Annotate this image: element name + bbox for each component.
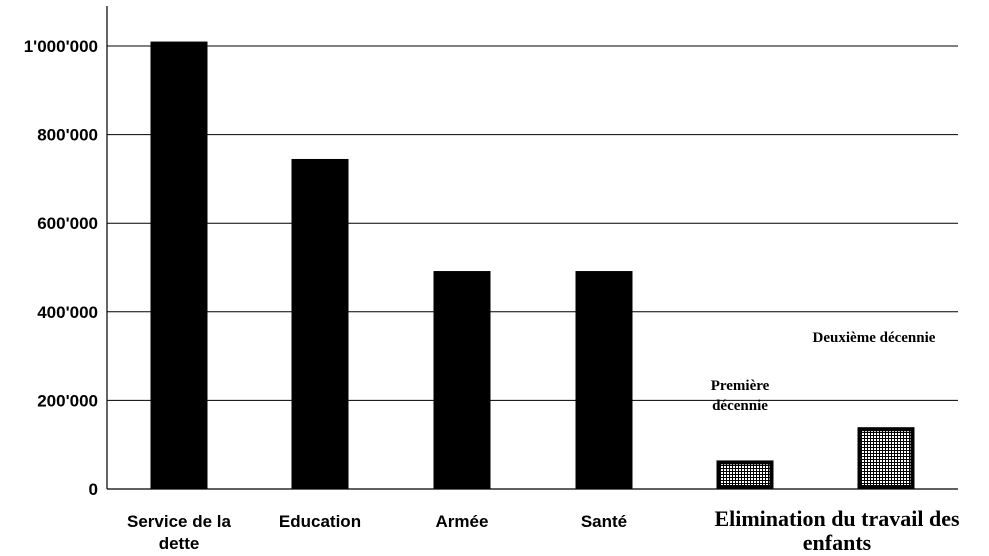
axes [106,6,958,490]
category-label-1: Education [279,512,361,531]
bars [150,41,915,490]
y-tick-label-5: 1'000'000 [24,37,98,56]
bar-3 [575,271,633,489]
category-label-2: Armée [436,512,489,531]
group-bar-label-0: Première décennie [711,378,770,414]
y-tick-label-3: 600'000 [37,214,98,233]
group-bar-label-1: Deuxième décennie [813,330,936,346]
group-bar-0 [716,460,774,490]
y-tick-label-4: 800'000 [37,126,98,145]
grid-lines [107,45,958,401]
y-tick-labels: 0 200'000 400'000 600'000 800'000 1'000'000 [24,37,98,499]
y-tick-label-1: 200'000 [37,391,98,410]
bar-2 [433,271,491,489]
category-label-3: Santé [581,512,627,531]
y-tick-label-0: 0 [89,480,98,499]
group-bar-1 [857,427,915,490]
y-tick-label-2: 400'000 [37,303,98,322]
group-category-label: Elimination du travail des enfants [714,506,960,555]
bar-1 [291,158,349,489]
category-label-0: Service de la dette [127,512,232,553]
category-labels: Service de la dette Education Armée Santé Pre… [127,330,960,555]
bar-0 [150,41,208,489]
